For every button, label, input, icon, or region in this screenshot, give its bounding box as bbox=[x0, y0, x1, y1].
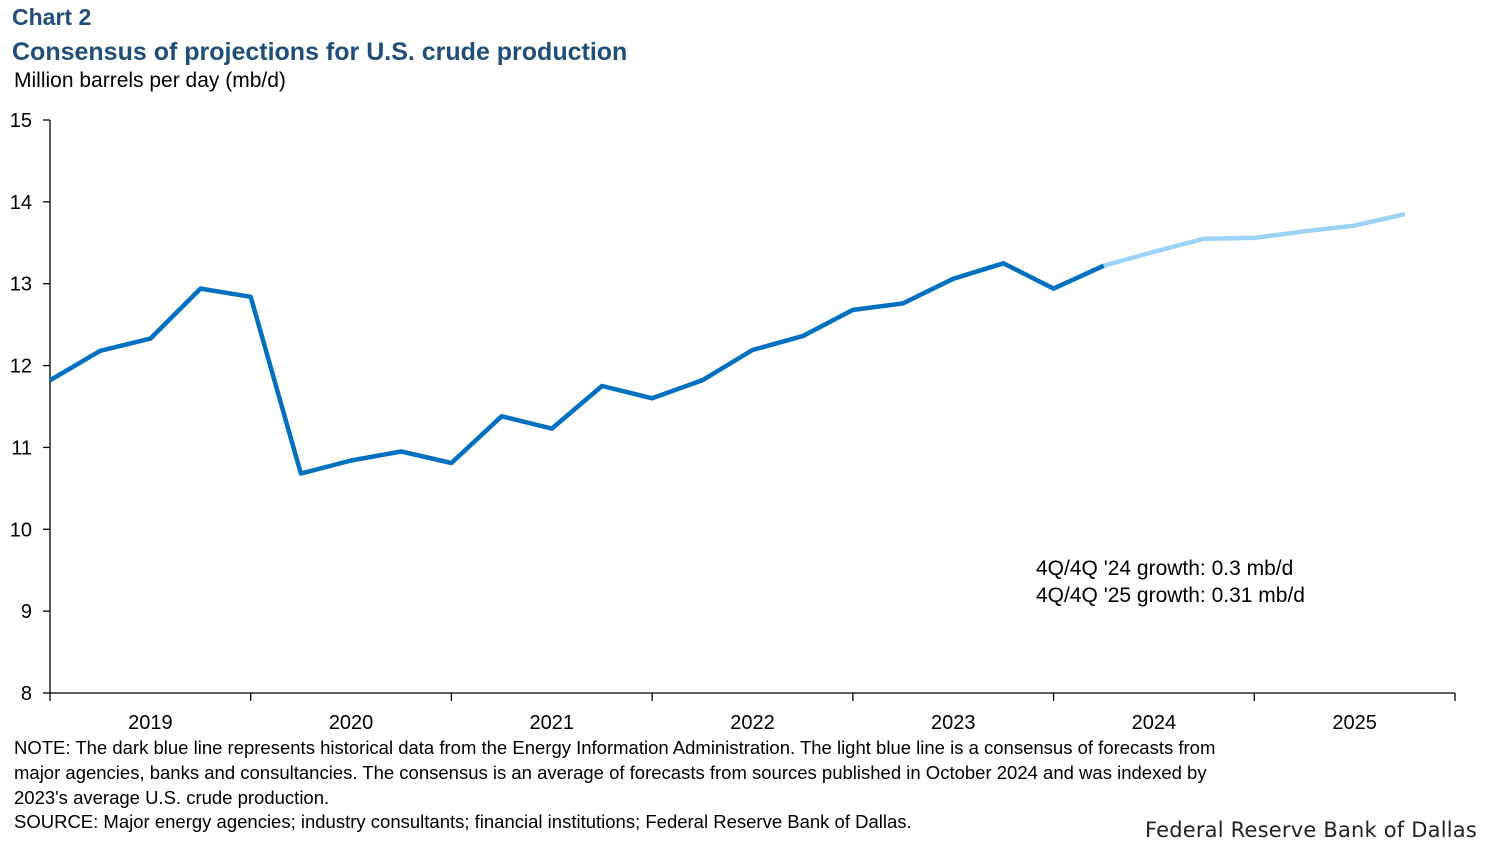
note-line: major agencies, banks and consultancies.… bbox=[14, 762, 1207, 783]
x-tick-label: 2025 bbox=[1332, 712, 1377, 734]
y-tick-label: 8 bbox=[21, 683, 32, 705]
y-tick-label: 9 bbox=[21, 601, 32, 623]
x-tick-label: 2019 bbox=[128, 712, 173, 734]
x-tick-label: 2023 bbox=[931, 712, 976, 734]
x-tick-label: 2024 bbox=[1132, 712, 1177, 734]
note-line: NOTE: The dark blue line represents hist… bbox=[14, 737, 1216, 758]
y-tick-label: 14 bbox=[10, 192, 32, 214]
chart-label: Chart 2 bbox=[12, 4, 92, 30]
note-line: 2023's average U.S. crude production. bbox=[14, 787, 330, 808]
historical-series-line bbox=[48, 261, 1105, 476]
x-tick-label: 2021 bbox=[530, 712, 575, 734]
x-tick-label: 2022 bbox=[730, 712, 775, 734]
y-tick-label: 10 bbox=[10, 519, 32, 541]
chart-title: Consensus of projections for U.S. crude … bbox=[12, 38, 628, 66]
y-axis-label: Million barrels per day (mb/d) bbox=[14, 69, 286, 92]
growth-annotation: 4Q/4Q '24 growth: 0.3 mb/d bbox=[1036, 557, 1293, 580]
chart-note: NOTE: The dark blue line represents hist… bbox=[14, 735, 1464, 810]
forecast-series-line bbox=[1103, 211, 1406, 268]
y-tick-label: 13 bbox=[10, 274, 32, 296]
y-tick-label: 11 bbox=[11, 437, 32, 459]
credit-logo-text: Federal Reserve Bank of Dallas bbox=[1144, 818, 1477, 842]
annotations: 4Q/4Q '24 growth: 0.3 mb/d 4Q/4Q '25 grow… bbox=[1036, 557, 1305, 607]
chart-source: SOURCE: Major energy agencies; industry … bbox=[14, 811, 912, 832]
axes bbox=[49, 120, 1455, 694]
y-tick-label: 12 bbox=[10, 356, 32, 378]
y-tick-label: 15 bbox=[10, 110, 32, 132]
y-ticks: 8 9 10 11 12 13 14 15 bbox=[10, 110, 50, 705]
x-tick-label: 2020 bbox=[329, 712, 374, 734]
growth-annotation: 4Q/4Q '25 growth: 0.31 mb/d bbox=[1036, 584, 1305, 607]
series-lines bbox=[48, 211, 1406, 476]
x-ticks: 2019 2020 2021 2022 2023 2024 2025 bbox=[49, 693, 1456, 734]
